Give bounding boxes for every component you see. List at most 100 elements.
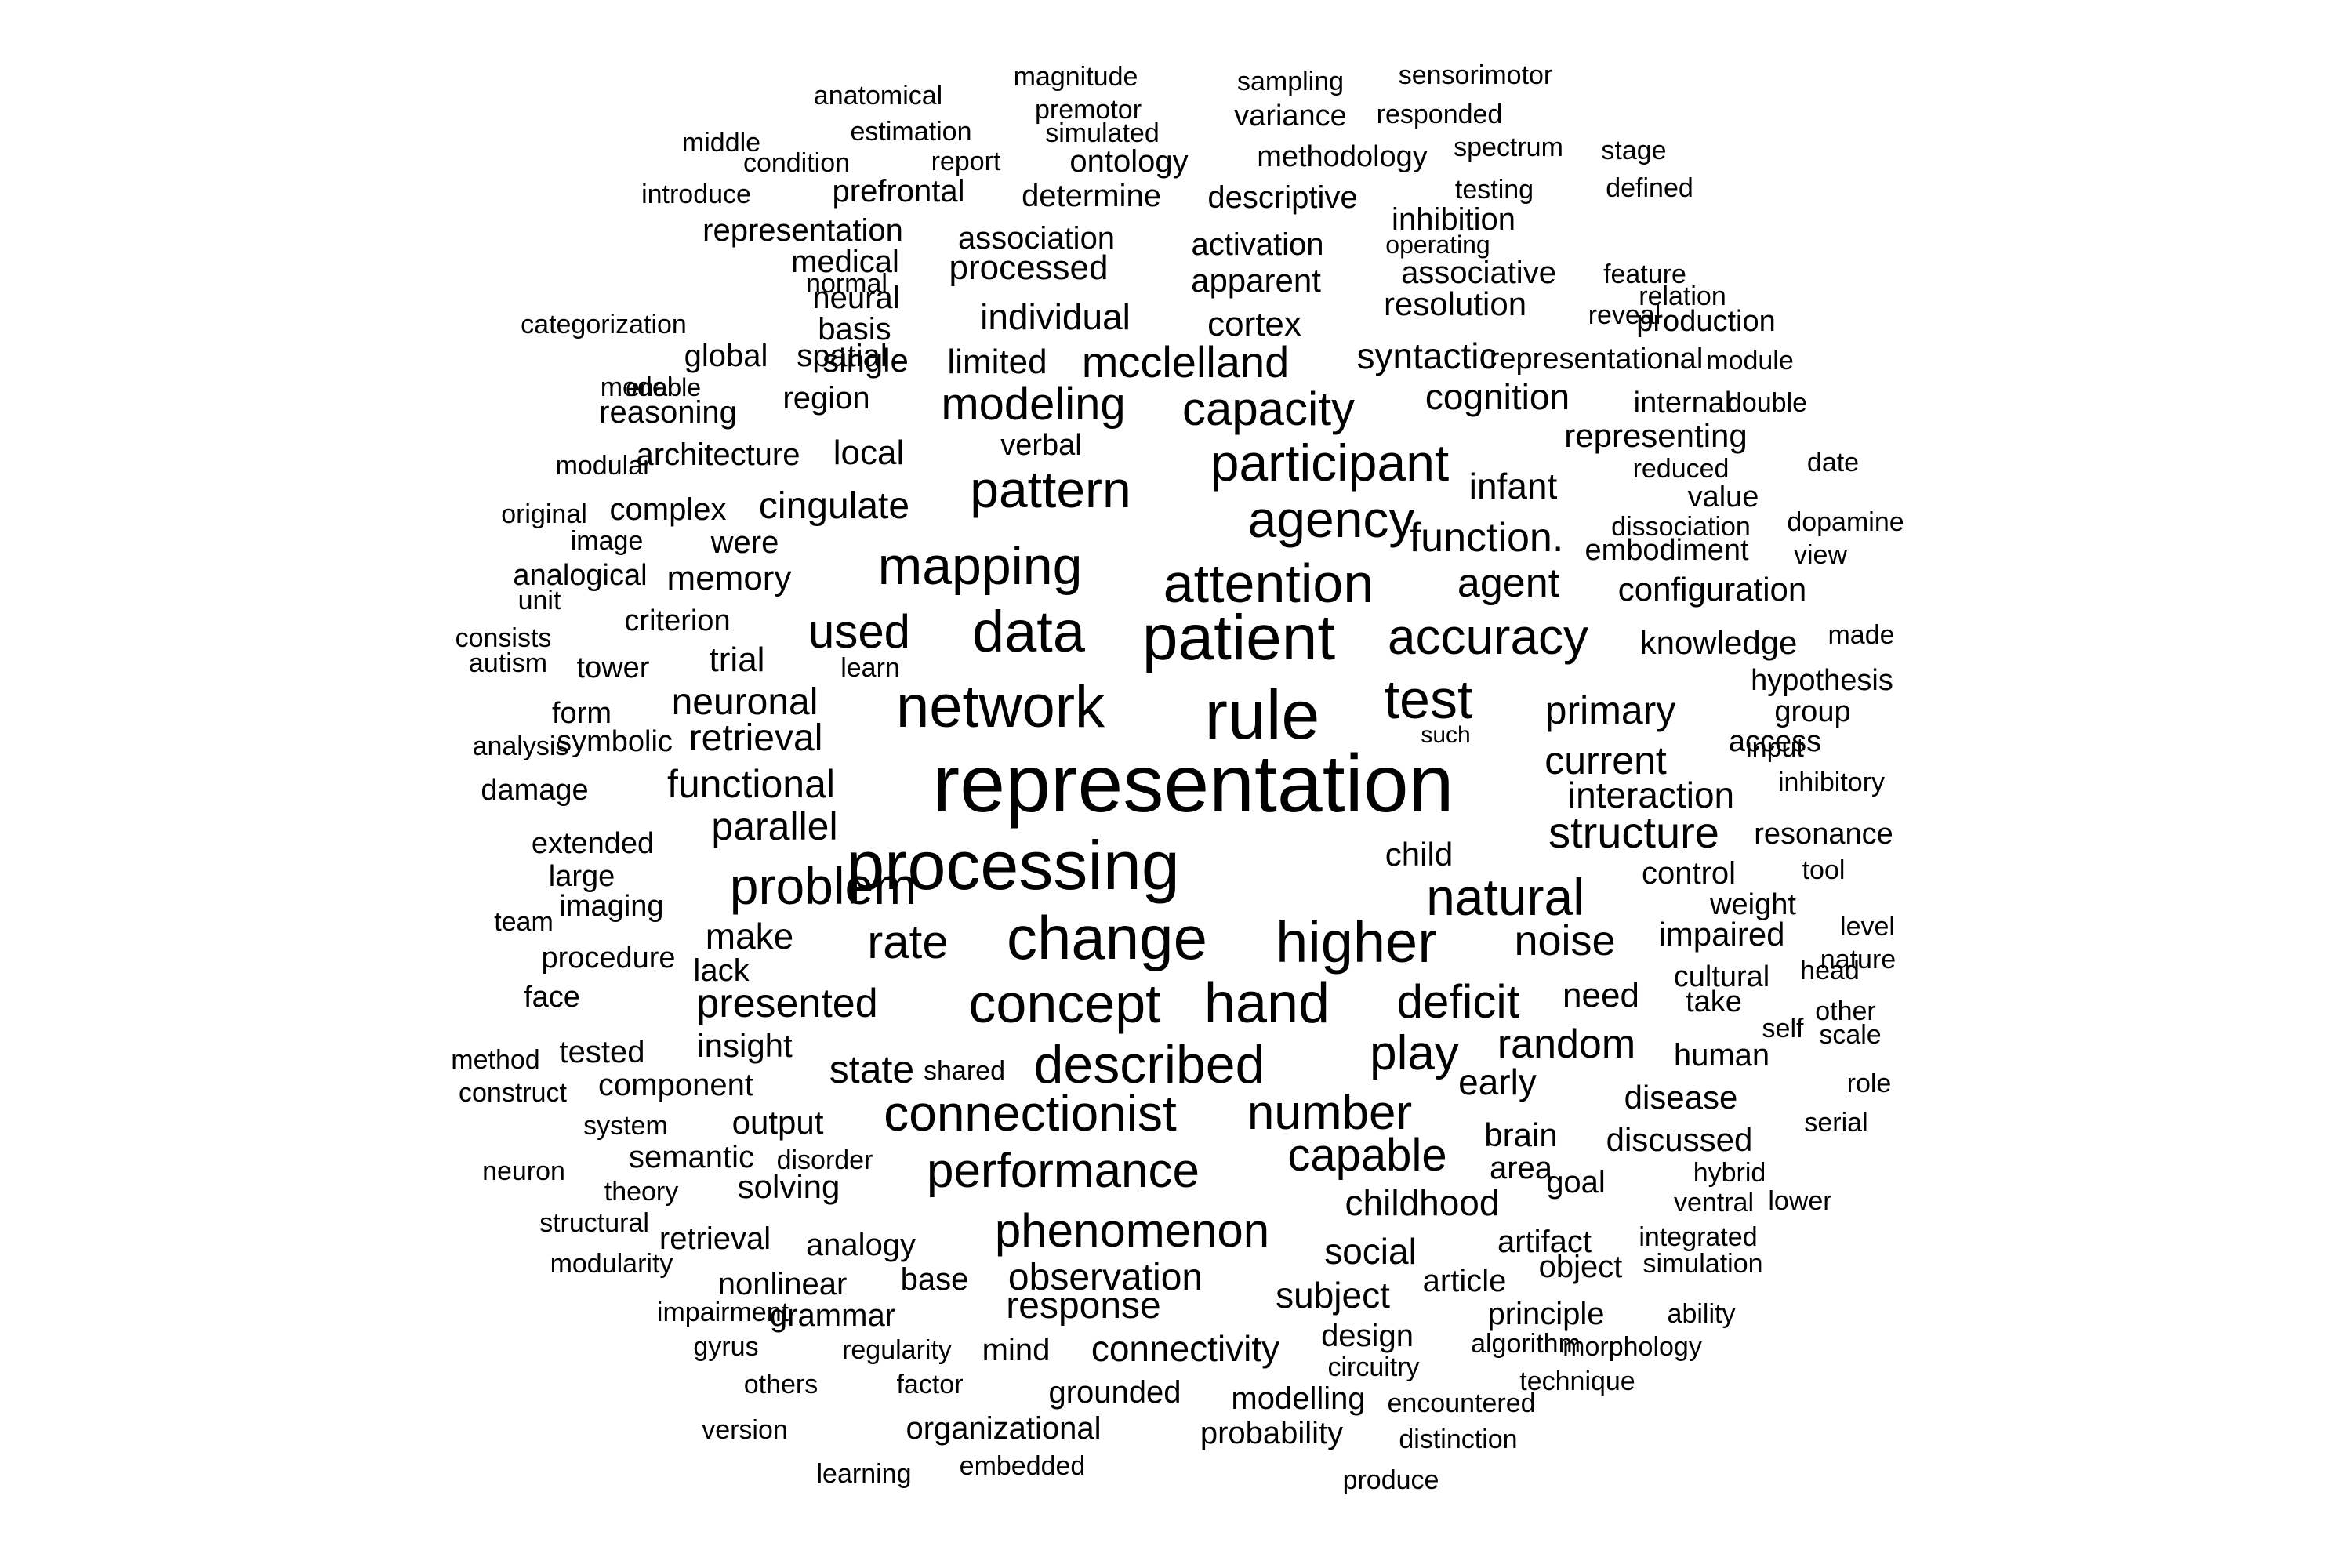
word-functional: functional [666,762,836,806]
word-architecture: architecture [636,437,800,472]
word-defined: defined [1606,173,1693,203]
word-reveal: reveal [1588,300,1661,330]
word-resolution: resolution [1383,285,1527,322]
word-hybrid: hybrid [1693,1158,1766,1188]
word-responded: responded [1376,100,1503,129]
word-capable: capable [1287,1130,1447,1181]
word-grounded: grounded [1048,1375,1181,1410]
word-mind: mind [982,1333,1051,1367]
word-made: made [1828,620,1895,650]
word-inhibition: inhibition [1392,202,1515,237]
word-higher: higher [1276,909,1437,975]
word-primary: primary [1544,688,1676,732]
word-phenomenon: phenomenon [994,1204,1270,1257]
word-retrieval: retrieval [659,1221,771,1256]
word-symbolic: symbolic [557,725,673,758]
word-dissociation: dissociation [1611,512,1751,542]
word-learn: learn [840,653,900,683]
word-limited: limited [947,343,1047,381]
word-produce: produce [1342,1465,1439,1495]
word-tool: tool [1802,855,1846,885]
word-goal: goal [1546,1165,1606,1200]
word-individual: individual [980,296,1131,337]
word-need: need [1563,976,1639,1014]
word-ventral: ventral [1673,1188,1755,1218]
word-article: article [1422,1264,1507,1298]
word-apparent: apparent [1191,262,1321,299]
word-consists: consists [455,623,552,653]
word-technique: technique [1519,1367,1635,1396]
word-ability: ability [1667,1299,1736,1329]
word-dopamine: dopamine [1787,507,1904,537]
word-face: face [524,981,580,1014]
word-criterion: criterion [624,604,731,637]
word-role: role [1846,1069,1892,1098]
word-regularity: regularity [842,1335,952,1365]
word-base: base [900,1262,969,1297]
word-global: global [684,339,768,373]
word-test: test [1384,669,1473,730]
word-method: method [451,1045,540,1075]
word-analogical: analogical [513,559,648,592]
word-distinction: distinction [1399,1425,1518,1454]
word-weight: weight [1710,888,1796,921]
word-agency: agency [1247,490,1415,548]
word-play: play [1370,1026,1459,1080]
word-random: random [1497,1022,1636,1067]
word-date: date [1806,448,1860,477]
word-processed: processed [949,249,1109,287]
word-agent: agent [1457,561,1560,606]
word-modeling: modeling [941,379,1126,430]
word-image: image [570,526,644,556]
word-analogy: analogy [805,1228,916,1262]
word-rule: rule [1204,676,1320,753]
word-probability: probability [1200,1416,1344,1450]
word-activation: activation [1191,227,1324,262]
word-prefrontal: prefrontal [832,174,965,209]
word-subject: subject [1276,1275,1390,1316]
word-simulated: simulated [1045,118,1160,148]
word-infant: infant [1468,466,1558,506]
word-reasoning: reasoning [599,395,737,430]
word-others: others [743,1370,818,1399]
word-grammar: grammar [769,1298,896,1333]
word-gyrus: gyrus [693,1332,759,1362]
word-reduced: reduced [1632,454,1730,484]
word-state: state [829,1047,915,1091]
word-group: group [1774,695,1851,728]
word-lower: lower [1768,1186,1832,1216]
word-current: current [1544,739,1667,782]
word-testing: testing [1454,175,1534,205]
word-noise: noise [1514,917,1616,964]
word-capacity: capacity [1181,383,1356,435]
word-single: single [822,342,909,379]
word-learning: learning [816,1459,912,1489]
word-variance: variance [1234,100,1347,132]
word-categorization: categorization [521,310,687,339]
word-representation: representation [932,739,1454,829]
word-embodiment: embodiment [1584,534,1749,567]
word-make: make [705,916,794,956]
word-system: system [583,1111,668,1141]
word-response: response [1006,1285,1161,1327]
word-level: level [1840,912,1895,942]
word-problem: problem [729,857,917,915]
word-spatial: spatial [797,339,887,373]
word-analysis: analysis [472,731,569,761]
word-disease: disease [1624,1079,1738,1116]
word-embedded: embedded [959,1451,1086,1481]
word-structural: structural [539,1208,649,1238]
word-lack: lack [693,953,750,988]
word-ontology: ontology [1069,144,1189,179]
word-medical: medical [791,245,899,279]
word-middle: middle [681,128,761,158]
word-cortex: cortex [1207,305,1301,343]
word-solving: solving [737,1168,840,1205]
word-methodology: methodology [1257,140,1428,173]
word-extended: extended [531,827,655,860]
word-morphology: morphology [1563,1332,1702,1362]
word-hand: hand [1203,972,1330,1035]
word-nonlinear: nonlinear [717,1267,848,1301]
word-damage: damage [481,774,589,807]
word-enable: enable [625,373,702,401]
